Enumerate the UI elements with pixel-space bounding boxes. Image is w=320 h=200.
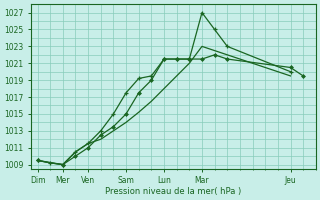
X-axis label: Pression niveau de la mer( hPa ): Pression niveau de la mer( hPa )	[105, 187, 242, 196]
